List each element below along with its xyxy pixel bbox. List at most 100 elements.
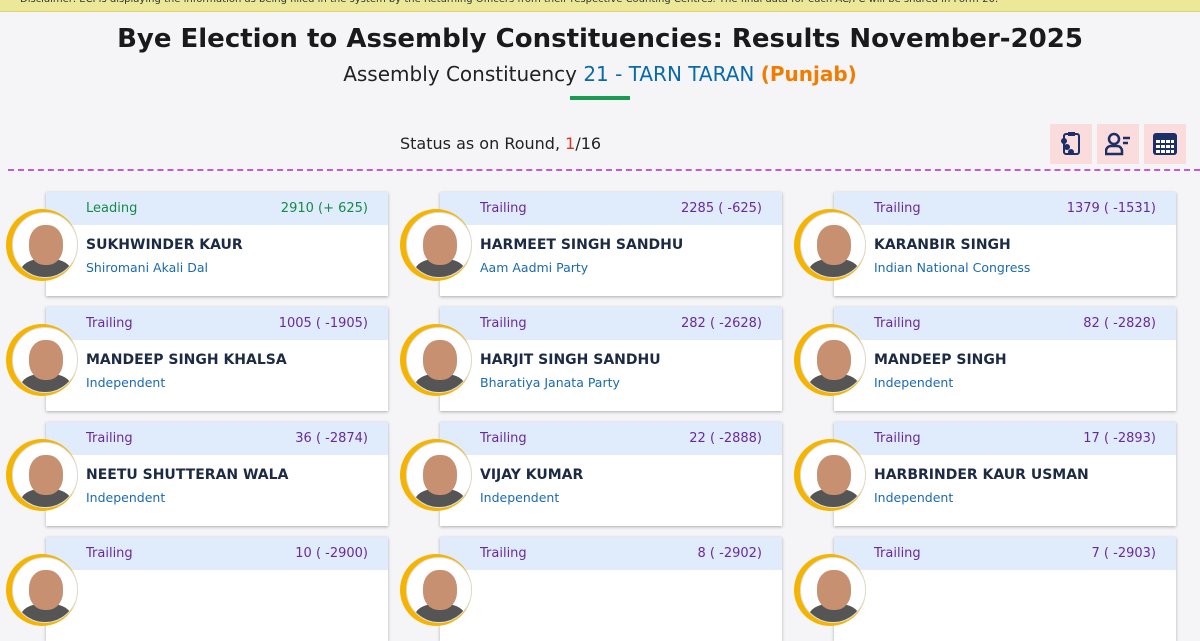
- avatar-face: [423, 340, 457, 380]
- section-divider: [8, 169, 1200, 171]
- candidate-party: Independent: [874, 375, 954, 390]
- candidate-photo: [400, 209, 472, 281]
- card-header: Trailing 10 ( -2900): [46, 537, 388, 570]
- current-round: 1: [565, 134, 576, 153]
- candidate-name: HARJIT SINGH SANDHU: [480, 352, 661, 368]
- total-rounds: 16: [580, 134, 602, 153]
- candidate-name: NEETU SHUTTERAN WALA: [86, 467, 289, 483]
- avatar: [12, 442, 78, 508]
- avatar-body: [809, 489, 859, 507]
- candidate-status: Trailing: [86, 546, 133, 561]
- card-header: Trailing 282 ( -2628): [440, 307, 782, 340]
- candidate-photo: [400, 554, 472, 626]
- card-header: Trailing 1005 ( -1905): [46, 307, 388, 340]
- candidate-party: Indian National Congress: [874, 260, 1031, 275]
- avatar: [800, 442, 866, 508]
- candidate-votes: 36 ( -2874): [295, 431, 368, 446]
- avatar-body: [415, 259, 465, 277]
- avatar: [406, 327, 472, 393]
- avatar: [12, 557, 78, 623]
- avatar-face: [29, 225, 63, 265]
- avatar-face: [423, 225, 457, 265]
- table-view-icon: [1153, 133, 1177, 155]
- candidate-list-button[interactable]: [1097, 124, 1139, 164]
- constituency-name: 21 - TARN TARAN: [583, 62, 755, 86]
- candidate-status: Trailing: [480, 316, 527, 331]
- avatar-face: [423, 455, 457, 495]
- constituency-subtitle: Assembly Constituency 21 - TARN TARAN (P…: [0, 62, 1200, 86]
- candidate-party: Bharatiya Janata Party: [480, 375, 620, 390]
- candidate-votes: 2910 (+ 625): [280, 201, 368, 216]
- disclaimer-banner: Disclaimer: ECI is displaying the inform…: [0, 0, 1200, 12]
- candidate-name: SUKHWINDER KAUR: [86, 237, 243, 253]
- candidate-status: Trailing: [480, 546, 527, 561]
- candidate-status: Leading: [86, 201, 138, 216]
- table-view-button[interactable]: [1144, 124, 1186, 164]
- avatar: [406, 442, 472, 508]
- candidate-card[interactable]: Trailing 10 ( -2900): [46, 537, 388, 641]
- candidate-photo: [400, 439, 472, 511]
- candidate-card[interactable]: Leading 2910 (+ 625) SUKHWINDER KAUR Shir…: [46, 192, 388, 296]
- candidate-party: Independent: [86, 375, 166, 390]
- candidate-card[interactable]: Trailing 36 ( -2874) NEETU SHUTTERAN WALA…: [46, 422, 388, 526]
- avatar-body: [809, 374, 859, 392]
- candidate-card[interactable]: Trailing 82 ( -2828) MANDEEP SINGH Indepe…: [834, 307, 1176, 411]
- candidate-card[interactable]: Trailing 2285 ( -625) HARMEET SINGH SANDH…: [440, 192, 782, 296]
- candidate-name: HARBRINDER KAUR USMAN: [874, 467, 1089, 483]
- candidate-status: Trailing: [86, 316, 133, 331]
- candidate-party: Independent: [480, 490, 560, 505]
- avatar-face: [817, 340, 851, 380]
- avatar-body: [415, 374, 465, 392]
- candidate-status: Trailing: [86, 431, 133, 446]
- candidate-votes: 282 ( -2628): [681, 316, 762, 331]
- avatar-body: [415, 489, 465, 507]
- candidate-status: Trailing: [480, 201, 527, 216]
- avatar: [12, 327, 78, 393]
- avatar-body: [21, 259, 71, 277]
- candidate-card[interactable]: Trailing 1379 ( -1531) KARANBIR SINGH Ind…: [834, 192, 1176, 296]
- card-header: Trailing 36 ( -2874): [46, 422, 388, 455]
- avatar-face: [29, 570, 63, 610]
- candidate-photo: [6, 209, 78, 281]
- avatar-face: [817, 455, 851, 495]
- avatar-face: [817, 570, 851, 610]
- candidate-list-icon: [1105, 132, 1130, 156]
- candidate-votes: 17 ( -2893): [1083, 431, 1156, 446]
- candidate-photo: [794, 439, 866, 511]
- subtitle-prefix: Assembly Constituency: [343, 62, 577, 86]
- candidate-name: VIJAY KUMAR: [480, 467, 584, 483]
- avatar-face: [29, 340, 63, 380]
- avatar: [12, 212, 78, 278]
- candidate-card[interactable]: Trailing 1005 ( -1905) MANDEEP SINGH KHAL…: [46, 307, 388, 411]
- candidate-card[interactable]: Trailing 8 ( -2902): [440, 537, 782, 641]
- candidate-votes: 1005 ( -1905): [278, 316, 368, 331]
- candidate-party: Shiromani Akali Dal: [86, 260, 208, 275]
- candidate-name: KARANBIR SINGH: [874, 237, 1011, 253]
- avatar-face: [817, 225, 851, 265]
- candidate-card[interactable]: Trailing 7 ( -2903): [834, 537, 1176, 641]
- form-report-button[interactable]: [1050, 124, 1092, 164]
- candidate-card[interactable]: Trailing 17 ( -2893) HARBRINDER KAUR USMA…: [834, 422, 1176, 526]
- candidate-status: Trailing: [874, 431, 921, 446]
- candidate-name: HARMEET SINGH SANDHU: [480, 237, 684, 253]
- candidate-card[interactable]: Trailing 282 ( -2628) HARJIT SINGH SANDHU…: [440, 307, 782, 411]
- card-header: Trailing 7 ( -2903): [834, 537, 1176, 570]
- candidate-name: MANDEEP SINGH: [874, 352, 1007, 368]
- avatar: [800, 327, 866, 393]
- form-report-icon: [1061, 132, 1080, 155]
- card-header: Trailing 22 ( -2888): [440, 422, 782, 455]
- card-header: Trailing 2285 ( -625): [440, 192, 782, 225]
- avatar: [406, 557, 472, 623]
- candidate-party: Independent: [86, 490, 166, 505]
- round-separator: /: [575, 134, 581, 153]
- candidate-party: Aam Aadmi Party: [480, 260, 589, 275]
- candidate-votes: 22 ( -2888): [689, 431, 762, 446]
- candidate-status: Trailing: [874, 546, 921, 561]
- view-toolbar: [1050, 124, 1186, 164]
- candidate-votes: 10 ( -2900): [295, 546, 368, 561]
- avatar: [800, 557, 866, 623]
- candidate-votes: 1379 ( -1531): [1066, 201, 1156, 216]
- round-status: Status as on Round, 1/16: [400, 134, 601, 153]
- state-name: (Punjab): [760, 62, 857, 86]
- candidate-card[interactable]: Trailing 22 ( -2888) VIJAY KUMAR Independ…: [440, 422, 782, 526]
